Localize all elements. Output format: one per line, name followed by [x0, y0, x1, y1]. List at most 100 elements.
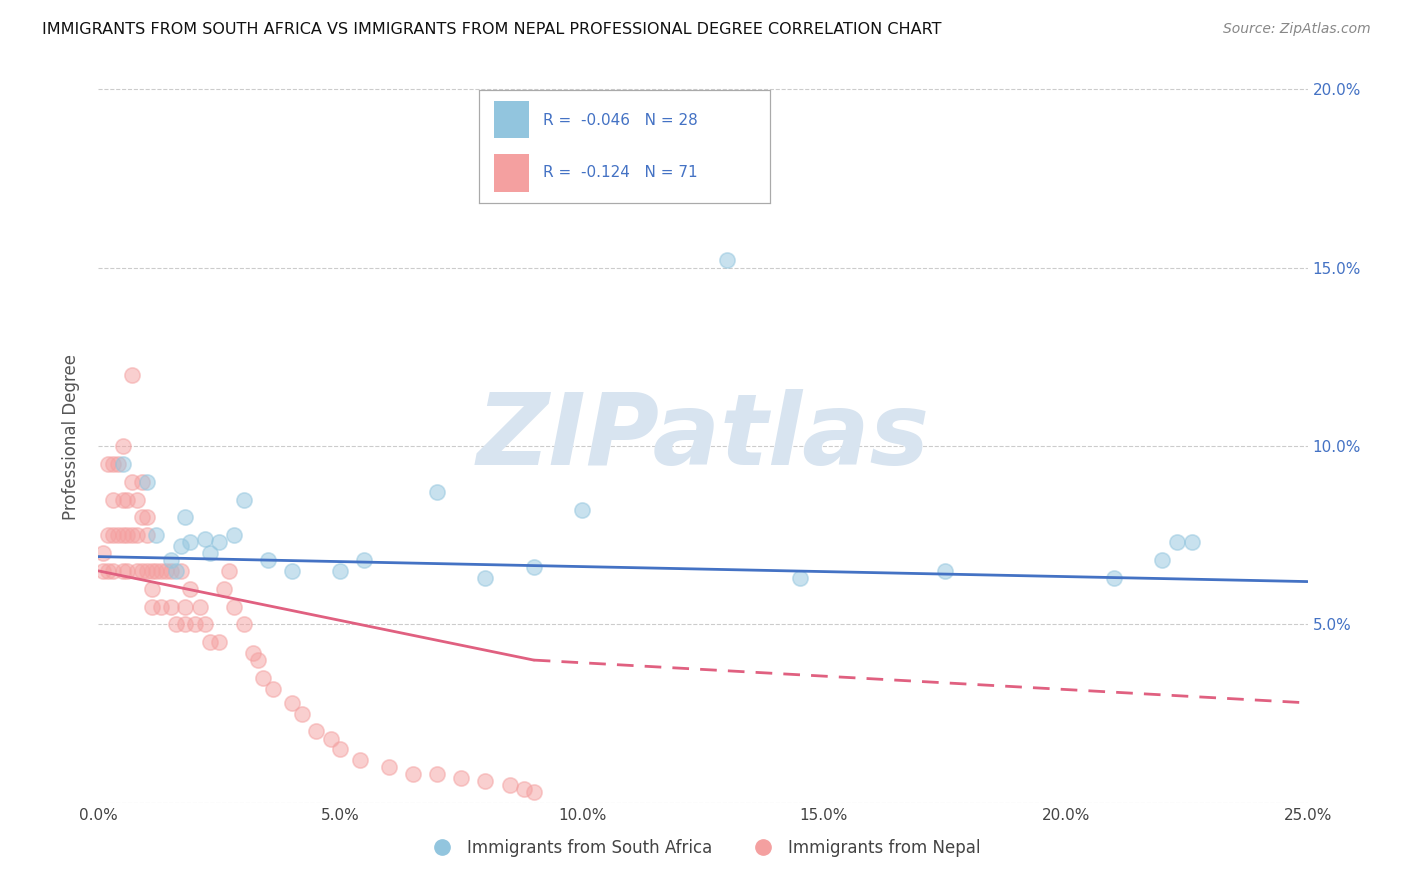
Point [135, 528, 157, 542]
Point [179, 535, 201, 549]
Point [218, 564, 240, 578]
Point [305, 724, 328, 739]
Point [523, 560, 546, 574]
Point [194, 617, 217, 632]
Point [169, 539, 191, 553]
Point [789, 571, 811, 585]
Point [198, 546, 221, 560]
Point [450, 771, 472, 785]
Point [1102, 571, 1125, 585]
Point [160, 564, 183, 578]
Point [117, 528, 139, 542]
Point [353, 553, 375, 567]
Point [127, 528, 149, 542]
Text: ZIPatlas: ZIPatlas [477, 389, 929, 485]
Point [498, 778, 520, 792]
Point [91, 546, 114, 560]
Point [188, 599, 211, 614]
Point [101, 564, 124, 578]
Point [101, 492, 124, 507]
Point [107, 528, 129, 542]
Point [474, 774, 496, 789]
Point [111, 564, 134, 578]
Text: IMMIGRANTS FROM SOUTH AFRICA VS IMMIGRANTS FROM NEPAL PROFESSIONAL DEGREE CORREL: IMMIGRANTS FROM SOUTH AFRICA VS IMMIGRAN… [42, 22, 942, 37]
Point [135, 510, 157, 524]
Point [91, 564, 114, 578]
Point [256, 553, 278, 567]
Point [349, 753, 371, 767]
Point [426, 767, 449, 781]
Point [160, 553, 183, 567]
Point [242, 646, 264, 660]
Point [232, 617, 254, 632]
Point [402, 767, 425, 781]
Point [169, 564, 191, 578]
Text: Source: ZipAtlas.com: Source: ZipAtlas.com [1223, 22, 1371, 37]
Point [111, 439, 134, 453]
Point [281, 696, 304, 710]
Point [194, 532, 217, 546]
Point [571, 503, 593, 517]
Point [934, 564, 956, 578]
Point [165, 564, 187, 578]
Point [252, 671, 274, 685]
Point [329, 564, 352, 578]
Point [212, 582, 235, 596]
Point [1180, 535, 1202, 549]
Point [127, 492, 149, 507]
Point [111, 528, 134, 542]
Point [111, 457, 134, 471]
Point [121, 475, 143, 489]
Point [319, 731, 342, 746]
Point [131, 475, 153, 489]
Point [131, 564, 153, 578]
Point [377, 760, 399, 774]
Point [117, 492, 139, 507]
Point [131, 510, 153, 524]
Point [222, 599, 245, 614]
Point [174, 599, 197, 614]
Point [155, 564, 177, 578]
Y-axis label: Professional Degree: Professional Degree [62, 354, 80, 520]
Point [150, 599, 173, 614]
Point [222, 528, 245, 542]
Point [208, 635, 231, 649]
Point [101, 457, 124, 471]
Point [141, 599, 163, 614]
Point [121, 368, 143, 382]
Point [174, 617, 197, 632]
Point [184, 617, 207, 632]
Point [160, 599, 183, 614]
Point [97, 564, 120, 578]
Legend: Immigrants from South Africa, Immigrants from Nepal: Immigrants from South Africa, Immigrants… [419, 832, 987, 864]
Point [474, 571, 496, 585]
Point [97, 457, 120, 471]
Point [281, 564, 304, 578]
Point [198, 635, 221, 649]
Point [232, 492, 254, 507]
Point [101, 528, 124, 542]
Point [1152, 553, 1174, 567]
Point [329, 742, 352, 756]
Point [426, 485, 449, 500]
Point [135, 564, 157, 578]
Point [111, 492, 134, 507]
Point [290, 706, 312, 721]
Point [150, 564, 173, 578]
Point [262, 681, 284, 696]
Point [141, 564, 163, 578]
Point [179, 582, 201, 596]
Point [127, 564, 149, 578]
Point [247, 653, 270, 667]
Point [513, 781, 536, 796]
Point [121, 528, 143, 542]
Point [523, 785, 546, 799]
Point [97, 528, 120, 542]
Point [1166, 535, 1188, 549]
Point [117, 564, 139, 578]
Point [174, 510, 197, 524]
Point [165, 617, 187, 632]
Point [716, 253, 738, 268]
Point [107, 457, 129, 471]
Point [145, 564, 167, 578]
